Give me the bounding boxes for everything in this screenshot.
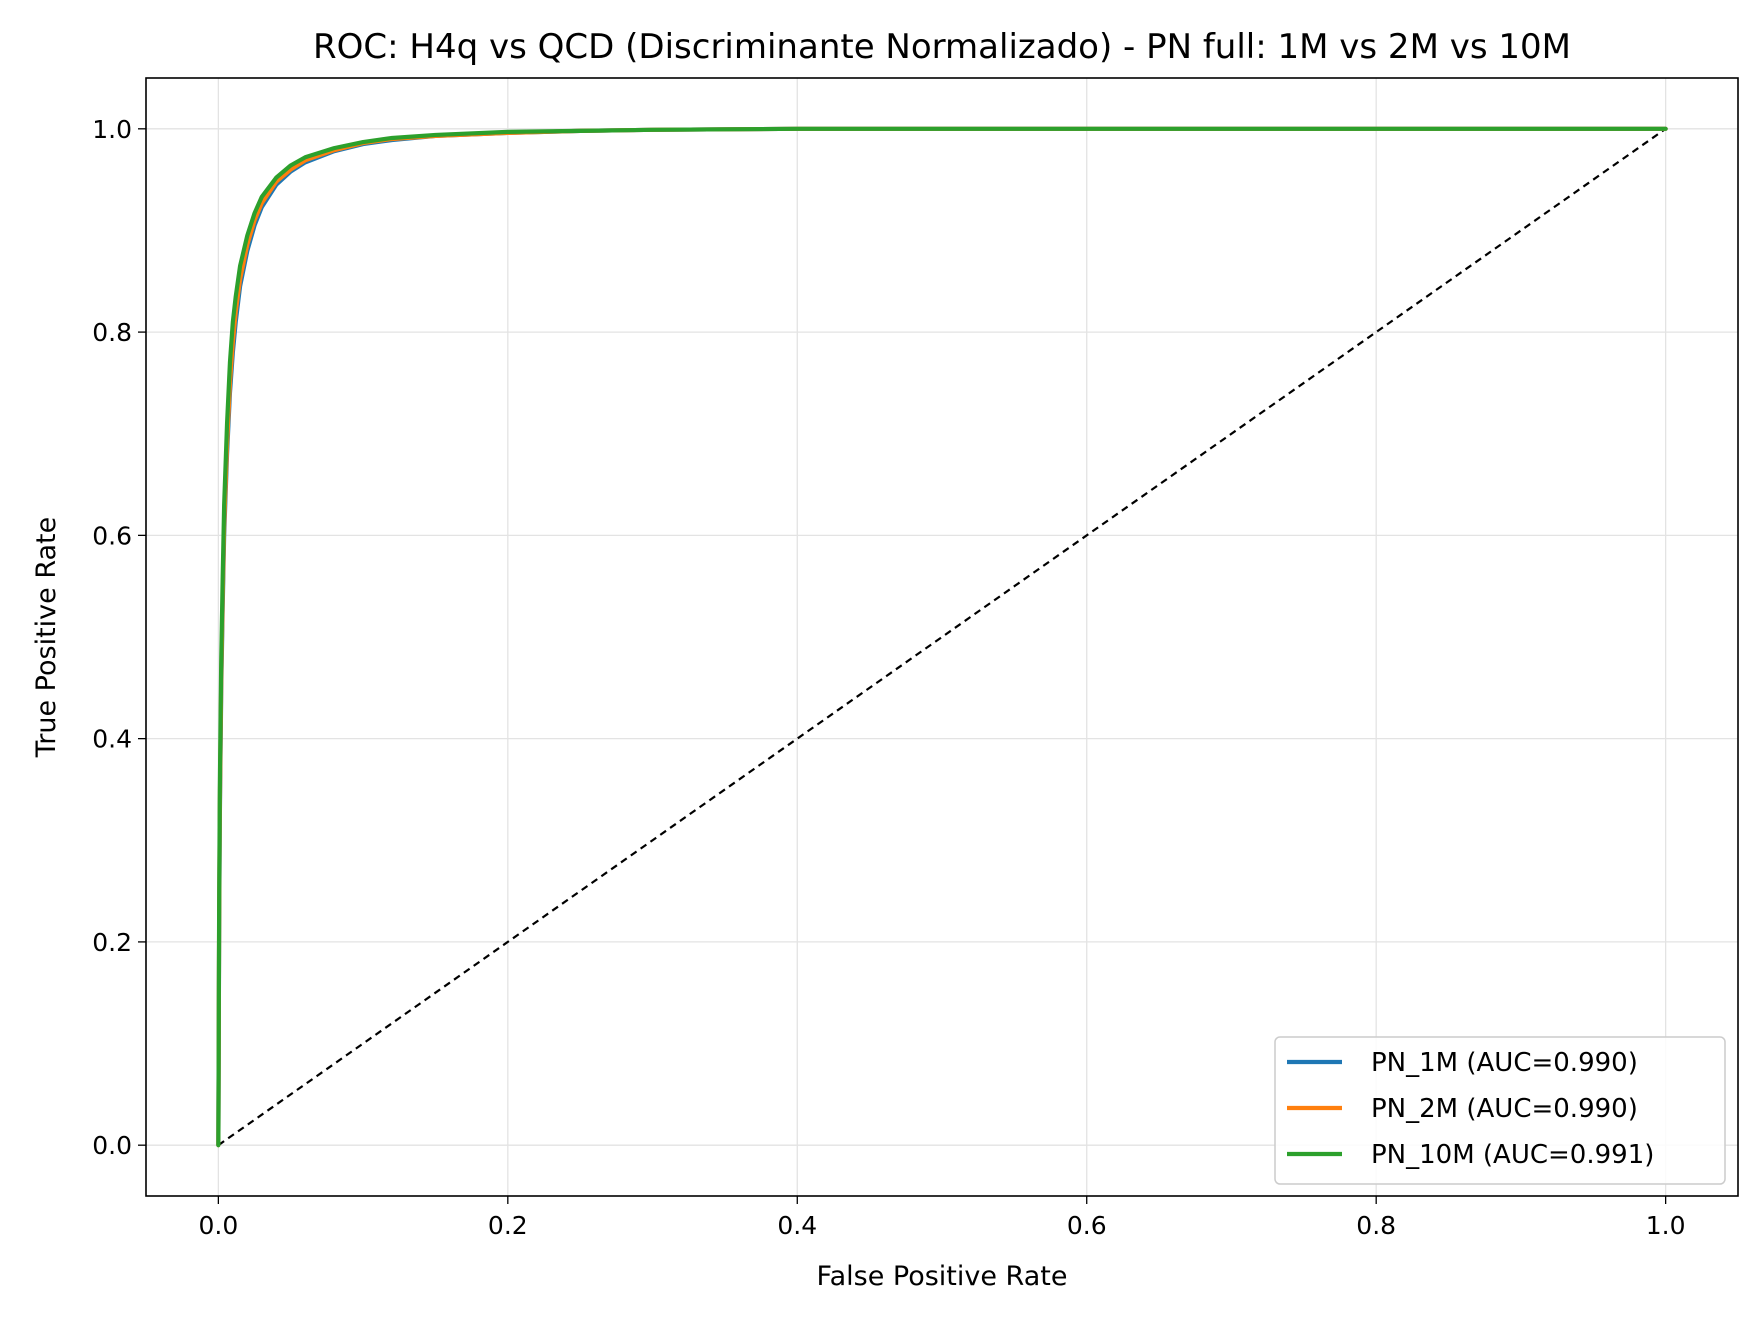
reference-line: [217, 127, 1667, 1147]
legend-label: PN_10M (AUC=0.991): [1371, 1140, 1654, 1170]
x-tick-label: 0.4: [777, 1211, 817, 1240]
legend-box: [1274, 1036, 1726, 1185]
y-tick-label: 0.0: [92, 1131, 132, 1160]
y-tick-label: 1.0: [92, 115, 132, 144]
y-tick-label: 0.4: [92, 725, 132, 754]
x-axis-label: False Positive Rate: [817, 1261, 1068, 1292]
x-axis-ticks: 0.0 0.2 0.4 0.6 0.8 1.0: [198, 1196, 1686, 1240]
y-tick-label: 0.2: [92, 928, 132, 957]
series-group: [216, 126, 1668, 1148]
chart-title: ROC: H4q vs QCD (Discriminante Normaliza…: [313, 27, 1571, 67]
y-axis-ticks: 0.0 0.2 0.4 0.6 0.8 1.0: [92, 115, 146, 1160]
grid: [146, 78, 1738, 1196]
y-axis-label: True Positive Rate: [31, 517, 62, 759]
legend: PN_1M (AUC=0.990) PN_2M (AUC=0.990) PN_10M…: [1274, 1036, 1726, 1185]
x-tick-label: 0.8: [1356, 1211, 1396, 1240]
x-tick-label: 0.6: [1067, 1211, 1107, 1240]
y-tick-label: 0.8: [92, 318, 132, 347]
legend-label: PN_2M (AUC=0.990): [1371, 1094, 1638, 1124]
y-tick-label: 0.6: [92, 521, 132, 550]
x-tick-label: 0.0: [198, 1211, 238, 1240]
legend-label: PN_1M (AUC=0.990): [1371, 1048, 1638, 1078]
x-tick-label: 1.0: [1646, 1211, 1686, 1240]
diagonal-reference-line: [217, 127, 1667, 1147]
x-tick-label: 0.2: [488, 1211, 528, 1240]
plot-frame: [145, 77, 1739, 1197]
roc-curve-series-3: [216, 126, 1668, 1148]
